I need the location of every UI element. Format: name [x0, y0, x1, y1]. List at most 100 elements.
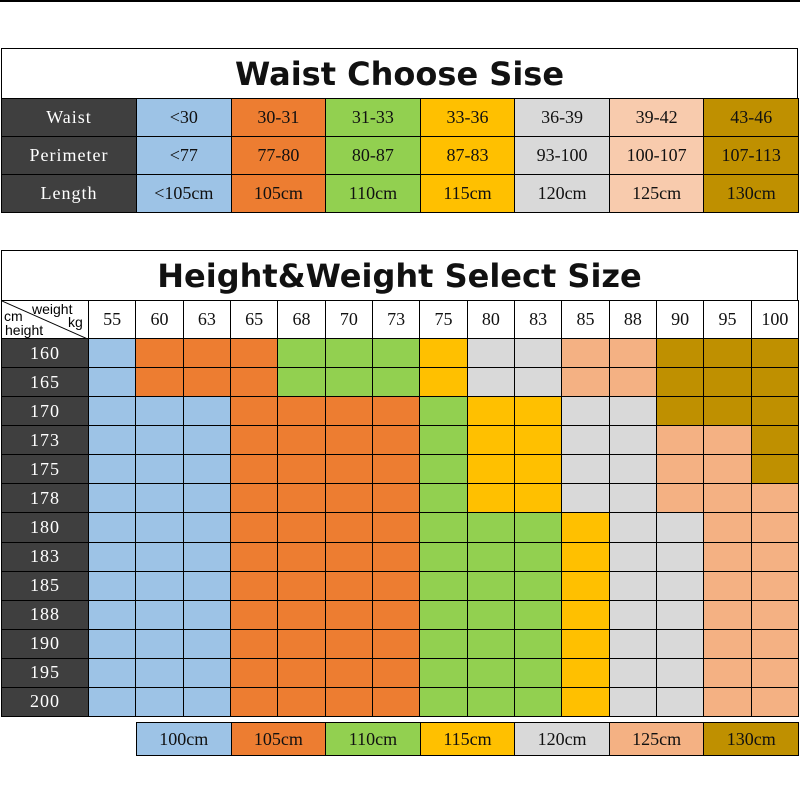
grid-cell: [135, 599, 184, 630]
grid-cell: [182, 570, 231, 601]
waist-cell: <77: [136, 136, 232, 175]
height-label: 170: [1, 396, 89, 427]
grid-cell: [277, 686, 326, 717]
waist-title: Waist Choose Sise: [1, 48, 798, 99]
grid-cell: [324, 338, 373, 369]
corner-weight: weight: [32, 301, 73, 317]
grid-cell: [324, 367, 373, 398]
grid-cell: [561, 599, 610, 630]
grid-cell: [466, 483, 515, 514]
waist-cell: <105cm: [136, 174, 232, 213]
grid-cell: [372, 657, 421, 688]
grid-cell: [372, 686, 421, 717]
grid-cell: [277, 541, 326, 572]
legend-cell: 105cm: [230, 722, 327, 756]
legend-cell: 120cm: [514, 722, 610, 756]
grid-cell: [703, 686, 752, 717]
grid-cell: [372, 599, 421, 630]
grid-cell: [135, 454, 184, 485]
weight-header: 65: [230, 300, 279, 339]
grid-cell: [703, 483, 752, 514]
grid-cell: [514, 657, 563, 688]
grid-cell: [419, 512, 468, 543]
grid-cell: [230, 367, 279, 398]
grid-cell: [514, 483, 563, 514]
grid-cell: [324, 628, 373, 659]
waist-cell: 77-80: [230, 136, 327, 175]
grid-cell: [230, 686, 279, 717]
grid-cell: [88, 396, 137, 427]
grid-cell: [88, 454, 137, 485]
grid-cell: [608, 686, 657, 717]
grid-cell: [750, 367, 799, 398]
grid-cell: [182, 483, 231, 514]
grid-cell: [88, 338, 137, 369]
waist-cell: 100-107: [608, 136, 705, 175]
grid-cell: [135, 338, 184, 369]
grid-cell: [608, 541, 657, 572]
grid-cell: [750, 570, 799, 601]
grid-cell: [561, 454, 610, 485]
grid-cell: [703, 338, 752, 369]
height-label: 190: [1, 628, 89, 659]
grid-cell: [182, 628, 231, 659]
waist-cell: 33-36: [419, 98, 516, 137]
grid-cell: [372, 367, 421, 398]
grid-cell: [608, 396, 657, 427]
grid-cell: [514, 454, 563, 485]
grid-cell: [656, 541, 705, 572]
corner-cm: cm: [4, 308, 23, 324]
grid-cell: [608, 570, 657, 601]
grid-cell: [230, 599, 279, 630]
grid-cell: [419, 396, 468, 427]
row-label: Length: [1, 174, 137, 213]
corner-kg: kg: [68, 314, 83, 330]
grid-cell: [230, 512, 279, 543]
grid-cell: [561, 657, 610, 688]
grid-cell: [514, 367, 563, 398]
grid-cell: [656, 425, 705, 456]
grid-cell: [277, 599, 326, 630]
grid-cell: [230, 657, 279, 688]
grid-cell: [656, 512, 705, 543]
waist-cell: 115cm: [419, 174, 516, 213]
grid-cell: [182, 367, 231, 398]
grid-cell: [324, 396, 373, 427]
grid-cell: [230, 425, 279, 456]
waist-cell: 43-46: [703, 98, 799, 137]
grid-cell: [277, 657, 326, 688]
grid-cell: [230, 454, 279, 485]
grid-cell: [561, 512, 610, 543]
grid-cell: [277, 570, 326, 601]
grid-cell: [466, 657, 515, 688]
grid-cell: [277, 367, 326, 398]
grid-cell: [372, 541, 421, 572]
waist-cell: 120cm: [514, 174, 610, 213]
grid-cell: [230, 570, 279, 601]
grid-cell: [703, 367, 752, 398]
waist-cell: 87-83: [419, 136, 516, 175]
grid-cell: [324, 425, 373, 456]
grid-cell: [750, 396, 799, 427]
waist-cell: 31-33: [325, 98, 421, 137]
grid-cell: [703, 599, 752, 630]
grid-cell: [608, 599, 657, 630]
grid-cell: [88, 599, 137, 630]
grid-cell: [656, 454, 705, 485]
grid-cell: [703, 512, 752, 543]
grid-cell: [703, 541, 752, 572]
grid-cell: [514, 425, 563, 456]
grid-cell: [514, 570, 563, 601]
grid-cell: [656, 367, 705, 398]
grid-cell: [135, 686, 184, 717]
grid-cell: [561, 425, 610, 456]
grid-cell: [324, 570, 373, 601]
grid-cell: [419, 541, 468, 572]
grid-cell: [466, 541, 515, 572]
grid-cell: [466, 686, 515, 717]
grid-cell: [419, 570, 468, 601]
grid-cell: [372, 454, 421, 485]
grid-cell: [277, 396, 326, 427]
grid-cell: [750, 541, 799, 572]
grid-cell: [561, 686, 610, 717]
